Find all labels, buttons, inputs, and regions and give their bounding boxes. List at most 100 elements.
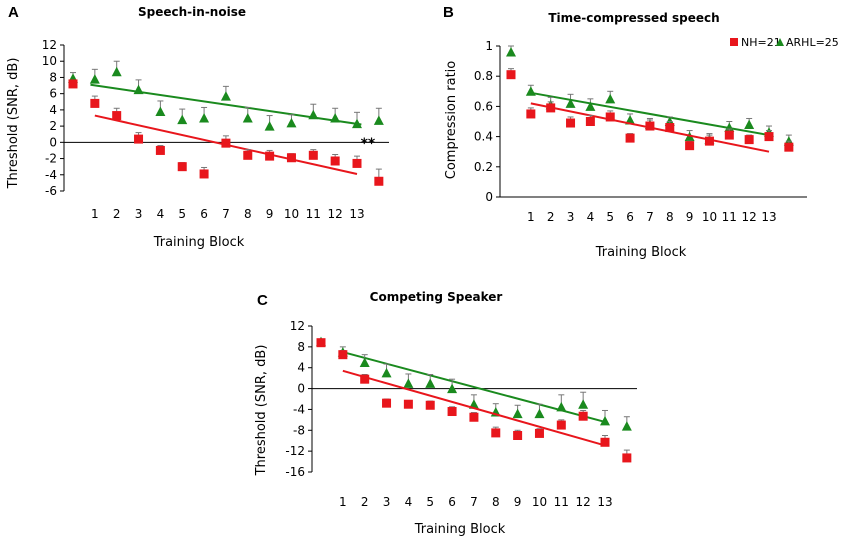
panel-a-x-axis-label: Training Block bbox=[153, 235, 245, 250]
panel-a-arhl-point bbox=[286, 117, 297, 128]
legend: NH=21 ARHL=25 bbox=[730, 36, 839, 49]
panel-b-x-tick-label: 12 bbox=[742, 210, 757, 224]
panel-c-nh-point bbox=[556, 420, 566, 430]
panel-c-arhl-point bbox=[578, 399, 589, 409]
panel-a-y-tick-label: 2 bbox=[49, 119, 57, 133]
panel-c-x-tick-label: 10 bbox=[532, 495, 547, 509]
panel-c-arhl-point bbox=[621, 421, 632, 431]
panel-b-x-tick-label: 3 bbox=[567, 210, 575, 224]
panel-c-nh-point bbox=[382, 398, 392, 408]
panel-a-y-tick-label: 6 bbox=[49, 87, 57, 101]
panel-a-arhl-point bbox=[330, 113, 341, 123]
panel-c-arhl-point bbox=[359, 357, 370, 367]
panel-c-arhl-point bbox=[425, 378, 436, 388]
panel-c-x-tick-label: 8 bbox=[492, 495, 500, 509]
panel-a-y-tick-label: -2 bbox=[45, 152, 57, 166]
panel-c-nh-point bbox=[469, 412, 479, 422]
panel-b-x-tick-label: 6 bbox=[626, 210, 634, 224]
panel-c-y-tick-label: 8 bbox=[297, 340, 305, 354]
panel-c-nh-point bbox=[578, 411, 588, 421]
panel-a-nh-point bbox=[155, 145, 165, 155]
panel-b-nh-point bbox=[645, 121, 655, 131]
panel-c-x-tick-label: 12 bbox=[576, 495, 591, 509]
panel-a-y-tick-label: 10 bbox=[42, 54, 57, 68]
panel-b-nh-point bbox=[546, 103, 556, 113]
panel-c-x-tick-label: 5 bbox=[426, 495, 434, 509]
panel-c-x-tick-label: 7 bbox=[470, 495, 478, 509]
panel-c-nh-point bbox=[425, 400, 435, 410]
panel-b-x-tick-label: 13 bbox=[761, 210, 776, 224]
panel-a-arhl-point bbox=[242, 113, 253, 123]
panel-a-x-tick-label: 4 bbox=[157, 207, 165, 221]
panel-a-arhl-point bbox=[199, 113, 210, 123]
panel-a-nh-point bbox=[330, 156, 340, 166]
panel-c-x-axis-label: Training Block bbox=[414, 522, 506, 537]
panel-a-nh-point bbox=[221, 138, 231, 148]
panel-c-arhl-point bbox=[512, 408, 523, 419]
panel-c-nh-point bbox=[447, 407, 457, 417]
panel-a-x-tick-label: 3 bbox=[135, 207, 143, 221]
panel-a-y-tick-label: -4 bbox=[45, 168, 57, 182]
panel-a-nh-point bbox=[265, 151, 275, 161]
panel-c-y-tick-label: -16 bbox=[285, 465, 305, 479]
panel-a-arhl-point bbox=[133, 84, 144, 95]
panel-a-x-tick-label: 8 bbox=[244, 207, 252, 221]
panel-a-arhl-point bbox=[352, 118, 362, 129]
panel-c-nh-point bbox=[491, 428, 501, 438]
panel-a-y-tick-label: 4 bbox=[49, 103, 57, 117]
panel-b-y-tick-label: 0.8 bbox=[474, 69, 493, 83]
panel-b-arhl-point bbox=[565, 98, 576, 108]
panel-c-y-tick-label: 4 bbox=[297, 361, 305, 375]
panel-a-nh-point bbox=[68, 79, 78, 89]
panel-c-nh-point bbox=[513, 431, 523, 440]
panel-a-x-tick-label: 13 bbox=[349, 207, 364, 221]
panel-b-arhl-point bbox=[724, 122, 735, 133]
panel-a-y-tick-label: 0 bbox=[49, 135, 57, 149]
panel-c-nh-point bbox=[600, 437, 610, 447]
panel-b-x-tick-label: 11 bbox=[722, 210, 737, 224]
panel-c-title: Competing Speaker bbox=[370, 290, 503, 304]
panel-a-nh-point bbox=[308, 150, 318, 160]
panel-a-arhl-point bbox=[373, 115, 384, 125]
panel-a-x-tick-label: 6 bbox=[200, 207, 208, 221]
panel-b-y-tick-label: 0 bbox=[485, 190, 493, 204]
panel-b-x-tick-label: 10 bbox=[702, 210, 717, 224]
panel-b-y-tick-label: 0.6 bbox=[474, 99, 493, 113]
panel-c-y-tick-label: 12 bbox=[290, 319, 305, 333]
legend-nh-marker bbox=[730, 38, 738, 46]
panel-a-nh-point bbox=[112, 111, 122, 121]
legend-arhl-marker bbox=[776, 38, 784, 46]
panel-a-significance-annotation: ** bbox=[361, 136, 376, 152]
panel-a-letter: A bbox=[8, 4, 19, 21]
panel-c-x-tick-label: 11 bbox=[554, 495, 569, 509]
panel-c-y-tick-label: -8 bbox=[293, 423, 305, 437]
panel-a-title: Speech-in-noise bbox=[138, 5, 246, 19]
panel-c-nh-point bbox=[360, 374, 370, 384]
panel-b-nh-point bbox=[506, 70, 516, 80]
panel-a-x-tick-label: 12 bbox=[328, 207, 343, 221]
panel-a-arhl-point bbox=[155, 106, 166, 117]
panel-a-arhl-point bbox=[220, 91, 231, 101]
panel-a-nh-point bbox=[286, 153, 296, 163]
panel-a-x-tick-label: 1 bbox=[91, 207, 99, 221]
panel-c-x-tick-label: 9 bbox=[514, 495, 522, 509]
panel-c-arhl-point bbox=[600, 415, 610, 426]
panel-b-nh-point bbox=[744, 135, 754, 145]
panel-b-x-tick-label: 9 bbox=[686, 210, 694, 224]
panel-b-nh-point bbox=[764, 132, 774, 142]
panel-c-x-tick-label: 4 bbox=[405, 495, 413, 509]
panel-a-nh-point bbox=[243, 150, 253, 160]
legend-arhl-label: ARHL=25 bbox=[786, 36, 839, 49]
panel-b-arhl-point bbox=[525, 86, 536, 96]
panel-c-arhl-point bbox=[468, 399, 479, 409]
panel-a-arhl-point bbox=[89, 74, 100, 84]
panel-a-arhl-point bbox=[111, 66, 122, 77]
panel-c-y-axis-label: Threshold (SNR, dB) bbox=[254, 345, 269, 477]
panel-b-x-axis-label: Training Block bbox=[595, 245, 687, 260]
panel-a-x-tick-label: 7 bbox=[222, 207, 230, 221]
panel-b-x-tick-label: 8 bbox=[666, 210, 674, 224]
panel-b-nh-point bbox=[665, 123, 675, 133]
panel-a-y-tick-label: -6 bbox=[45, 184, 57, 198]
